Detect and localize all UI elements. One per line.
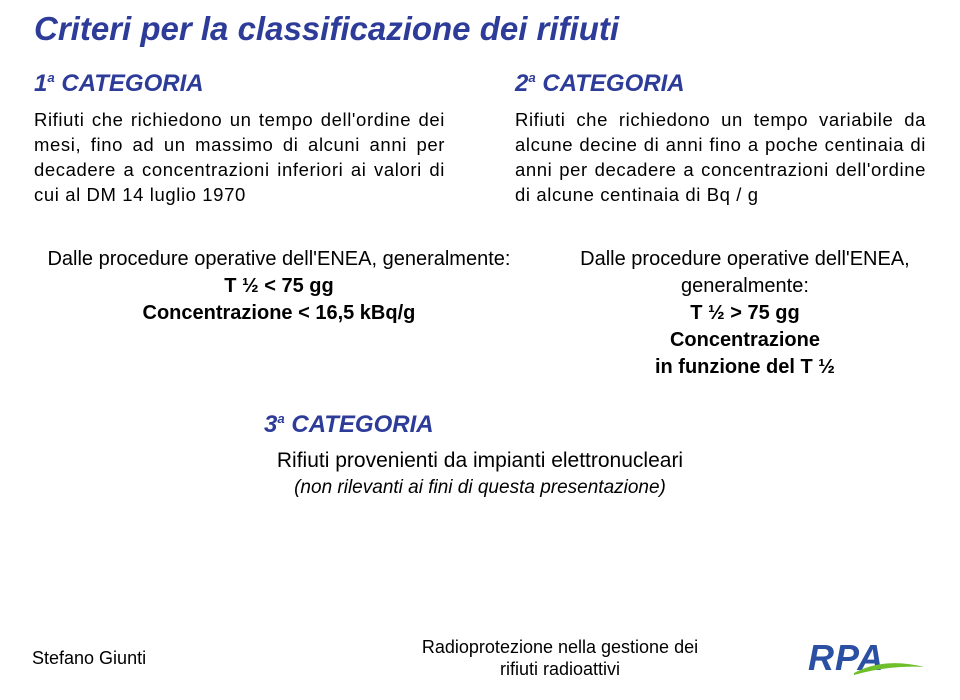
procedures-row: Dalle procedure operative dell'ENEA, gen…	[34, 246, 926, 381]
category-2-heading: 2a CATEGORIA	[515, 70, 926, 98]
page-title: Criteri per la classificazione dei rifiu…	[34, 10, 926, 48]
cat2-sup: a	[528, 70, 535, 85]
cat3-rest: CATEGORIA	[285, 411, 434, 438]
footer-mid-line2: rifiuti radioattivi	[312, 658, 808, 681]
category-1-heading: 1a CATEGORIA	[34, 70, 445, 98]
proc-right-line2: T ½ > 75 gg	[564, 300, 926, 327]
slide: Criteri per la classificazione dei rifiu…	[0, 0, 960, 700]
cat1-num: 1	[34, 70, 47, 97]
categories-top-row: 1a CATEGORIA Rifiuti che richiedono un t…	[34, 70, 926, 208]
category-3-line1: Rifiuti provenienti da impianti elettron…	[34, 447, 926, 475]
footer-subtitle: Radioprotezione nella gestione dei rifiu…	[312, 636, 808, 681]
proc-right-line3: Concentrazione	[564, 327, 926, 354]
footer: Stefano Giunti Radioprotezione nella ges…	[0, 628, 960, 688]
proc-right-line4: in funzione del T ½	[564, 354, 926, 381]
proc-left-line2: T ½ < 75 gg	[34, 273, 524, 300]
cat3-sup: a	[277, 411, 284, 426]
category-1-body: Rifiuti che richiedono un tempo dell'ord…	[34, 108, 445, 208]
cat1-sup: a	[47, 70, 54, 85]
category-2-block: 2a CATEGORIA Rifiuti che richiedono un t…	[515, 70, 926, 208]
category-3-line2: (non rilevanti ai fini di questa present…	[34, 475, 926, 501]
cat3-num: 3	[264, 411, 277, 438]
procedures-left: Dalle procedure operative dell'ENEA, gen…	[34, 246, 524, 327]
proc-right-line1: Dalle procedure operative dell'ENEA, gen…	[564, 246, 926, 300]
category-3-block: 3a CATEGORIA Rifiuti provenienti da impi…	[34, 411, 926, 501]
proc-left-line1: Dalle procedure operative dell'ENEA, gen…	[34, 246, 524, 273]
cat2-rest: CATEGORIA	[536, 70, 685, 97]
category-2-body: Rifiuti che richiedono un tempo variabil…	[515, 108, 926, 208]
cat2-num: 2	[515, 70, 528, 97]
category-3-heading: 3a CATEGORIA	[264, 411, 926, 439]
rpa-logo: RPA	[808, 633, 940, 683]
footer-mid-line1: Radioprotezione nella gestione dei	[312, 636, 808, 659]
category-1-block: 1a CATEGORIA Rifiuti che richiedono un t…	[34, 70, 445, 208]
author-name: Stefano Giunti	[32, 648, 312, 669]
logo-swoosh-icon	[854, 661, 924, 677]
cat1-rest: CATEGORIA	[55, 70, 204, 97]
proc-left-line3: Concentrazione < 16,5 kBq/g	[34, 300, 524, 327]
procedures-right: Dalle procedure operative dell'ENEA, gen…	[564, 246, 926, 381]
